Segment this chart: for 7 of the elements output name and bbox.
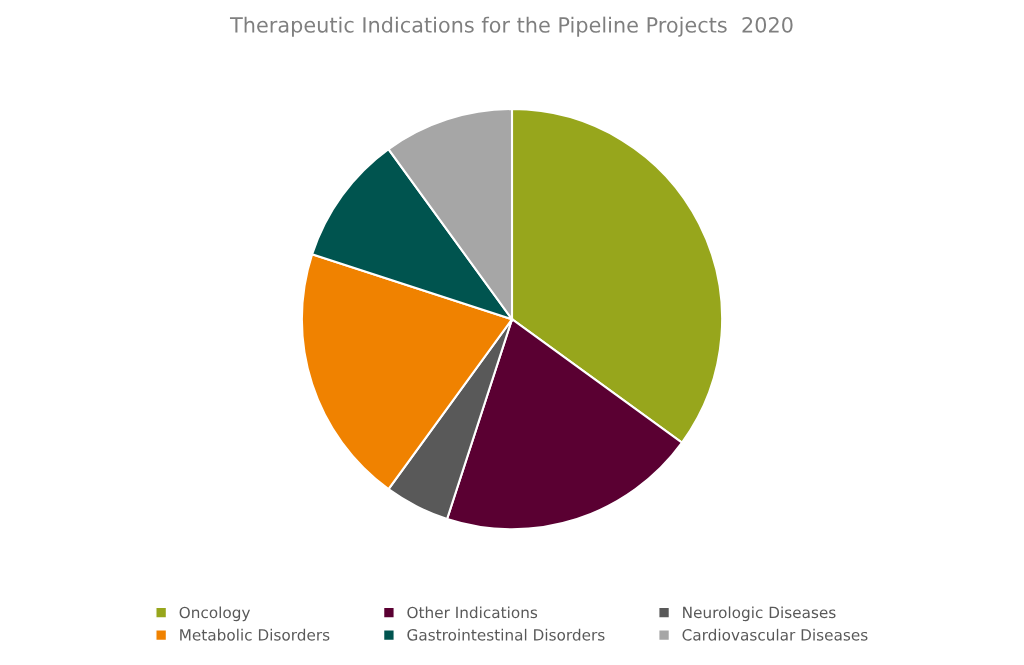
legend-label: Gastrointestinal Disorders: [407, 628, 605, 641]
legend-label: Cardiovascular Diseases: [682, 628, 868, 641]
legend-label: Other Indications: [407, 606, 538, 619]
legend-label: Oncology: [179, 606, 251, 622]
legend-label: Neurologic Diseases: [683, 606, 836, 622]
chart-title: Therapeutic Indications for the Pipeline Projects 2020: [229, 16, 793, 37]
legend-label: Metabolic Disorders: [180, 628, 330, 641]
